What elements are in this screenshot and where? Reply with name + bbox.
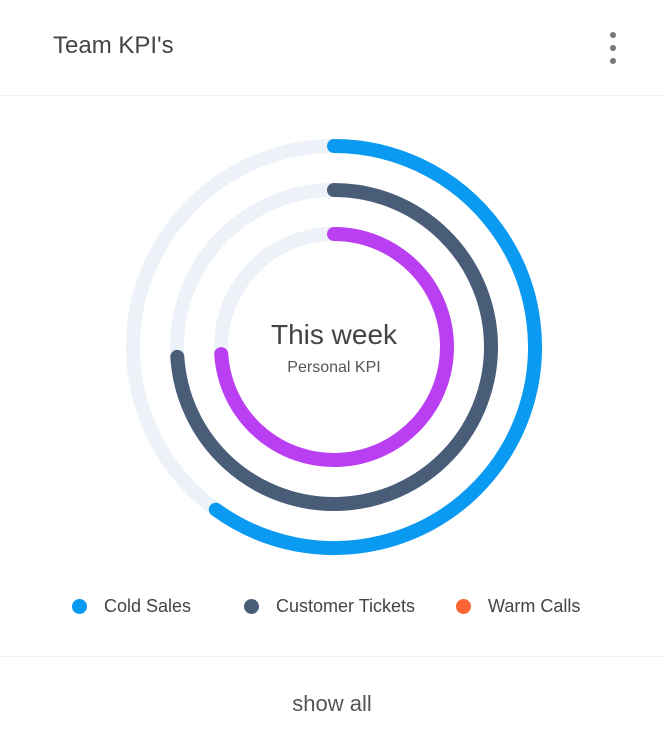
legend-label: Cold Sales <box>104 596 192 616</box>
legend-label: Customer Tickets <box>276 596 416 616</box>
show-all-link[interactable]: show all <box>292 691 372 716</box>
legend: Cold Sales Customer Tickets Warm Calls <box>0 596 664 620</box>
ring-bar-customer-tickets[interactable] <box>170 183 498 511</box>
card-header: Team KPI's <box>0 0 664 96</box>
legend-item-warm-calls[interactable]: Warm Calls <box>456 596 580 617</box>
legend-item-cold-sales[interactable]: Cold Sales <box>72 596 191 617</box>
legend-dot <box>456 599 471 614</box>
legend-item-customer-tickets[interactable]: Customer Tickets <box>244 596 415 617</box>
center-subtitle: Personal KPI <box>287 359 380 376</box>
center-title: This week <box>271 319 398 350</box>
ring-bar-warm-calls[interactable] <box>214 227 454 467</box>
legend-label: Warm Calls <box>488 596 581 616</box>
card-title: Team KPI's <box>53 32 174 59</box>
legend-dot <box>244 599 259 614</box>
radial-chart: This week Personal KPI <box>126 139 542 555</box>
legend-dot <box>72 599 87 614</box>
ring-bar-cold-sales[interactable] <box>208 139 542 555</box>
more-vertical-icon[interactable] <box>604 32 622 68</box>
card-footer: show all <box>0 656 664 753</box>
